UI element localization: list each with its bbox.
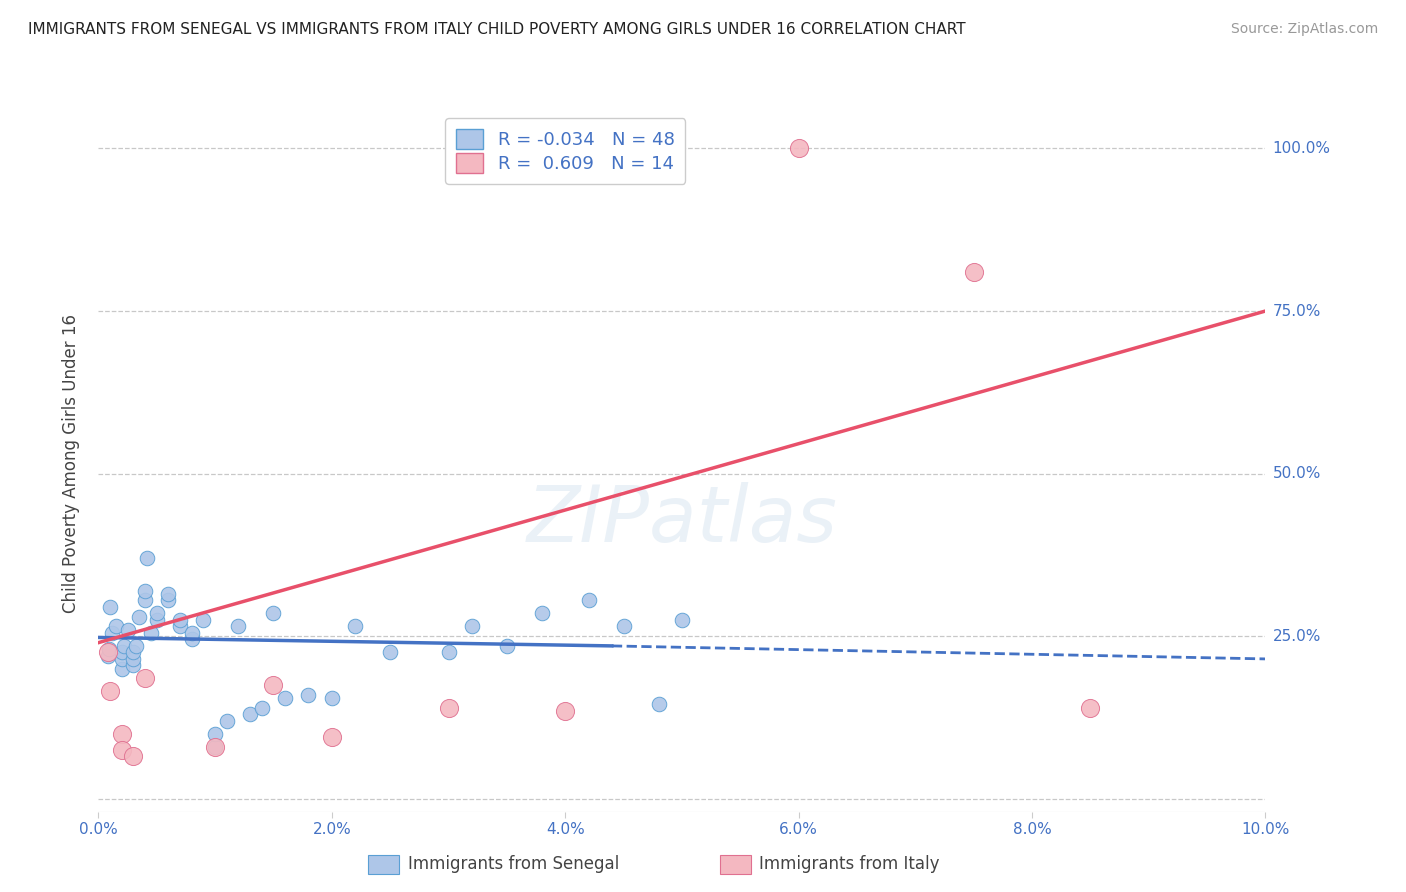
Point xyxy=(344,619,367,633)
Point xyxy=(437,700,460,714)
Point xyxy=(146,607,169,621)
Point xyxy=(169,619,191,633)
Point xyxy=(262,607,284,621)
Y-axis label: Child Poverty Among Girls Under 16: Child Poverty Among Girls Under 16 xyxy=(62,314,80,614)
Point xyxy=(146,613,169,627)
Text: ZIPatlas: ZIPatlas xyxy=(526,482,838,558)
Point xyxy=(111,662,134,676)
Point xyxy=(139,626,162,640)
Point xyxy=(239,707,262,722)
Point xyxy=(262,678,284,692)
Point xyxy=(554,704,576,718)
Point xyxy=(122,749,145,764)
Text: Immigrants from Senegal: Immigrants from Senegal xyxy=(408,855,619,873)
Text: Immigrants from Italy: Immigrants from Italy xyxy=(759,855,939,873)
Point xyxy=(215,714,238,728)
Point xyxy=(787,141,810,155)
Point xyxy=(530,607,553,621)
Point xyxy=(612,619,634,633)
Point xyxy=(97,645,120,659)
Point xyxy=(193,613,215,627)
Point xyxy=(962,265,984,279)
Point xyxy=(111,652,134,666)
Point xyxy=(122,658,145,673)
Point xyxy=(122,652,145,666)
Point xyxy=(98,684,121,698)
Point xyxy=(228,619,250,633)
Point xyxy=(104,619,127,633)
Legend: R = -0.034   N = 48, R =  0.609   N = 14: R = -0.034 N = 48, R = 0.609 N = 14 xyxy=(446,118,685,184)
Point xyxy=(97,642,120,657)
Point xyxy=(274,690,297,705)
Point xyxy=(671,613,693,627)
Point xyxy=(112,639,135,653)
Point xyxy=(180,632,202,647)
Point xyxy=(134,672,156,686)
Point xyxy=(134,583,156,598)
Point xyxy=(98,599,121,614)
Text: 25.0%: 25.0% xyxy=(1272,629,1320,644)
Point xyxy=(169,613,191,627)
Point xyxy=(250,700,273,714)
Point xyxy=(204,727,226,741)
Point xyxy=(647,698,669,712)
Point xyxy=(122,645,145,659)
Point xyxy=(321,690,343,705)
Point xyxy=(128,609,150,624)
Point xyxy=(378,645,402,659)
Text: Source: ZipAtlas.com: Source: ZipAtlas.com xyxy=(1230,22,1378,37)
Point xyxy=(111,645,134,659)
Point xyxy=(495,639,517,653)
Point xyxy=(204,739,226,754)
Point xyxy=(437,645,460,659)
Text: 75.0%: 75.0% xyxy=(1272,303,1320,318)
Point xyxy=(111,727,134,741)
Point xyxy=(134,593,156,607)
Point xyxy=(97,648,120,663)
Point xyxy=(461,619,484,633)
Text: IMMIGRANTS FROM SENEGAL VS IMMIGRANTS FROM ITALY CHILD POVERTY AMONG GIRLS UNDER: IMMIGRANTS FROM SENEGAL VS IMMIGRANTS FR… xyxy=(28,22,966,37)
Point xyxy=(125,639,148,653)
Point xyxy=(321,730,343,744)
Point xyxy=(1080,700,1102,714)
Point xyxy=(578,593,600,607)
Point xyxy=(157,593,180,607)
Point xyxy=(117,623,139,637)
Text: 50.0%: 50.0% xyxy=(1272,467,1320,481)
Point xyxy=(157,587,180,601)
Point xyxy=(204,739,226,754)
Point xyxy=(180,626,202,640)
Text: 100.0%: 100.0% xyxy=(1272,141,1330,156)
Point xyxy=(101,626,124,640)
Point xyxy=(297,688,319,702)
Point xyxy=(136,551,159,566)
Point xyxy=(111,743,134,757)
